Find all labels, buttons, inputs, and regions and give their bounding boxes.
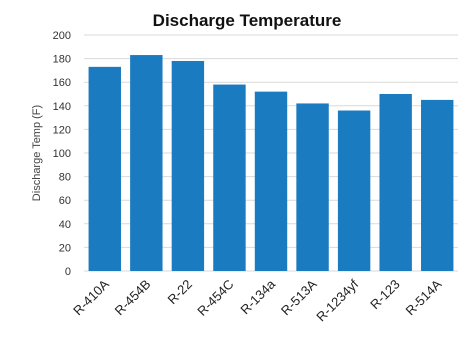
y-axis-label: Discharge Temp (F) — [31, 105, 43, 201]
y-tick-label: 0 — [65, 266, 71, 278]
y-tick-label: 140 — [53, 101, 71, 113]
y-tick-label: 40 — [59, 219, 71, 231]
bar-r-454b — [130, 55, 162, 271]
x-tick-label: R-410A — [70, 276, 112, 318]
x-tick-label: R-1234yf — [313, 276, 361, 324]
x-tick-label: R-514A — [403, 276, 445, 318]
bar-r-513a — [296, 103, 328, 271]
x-tick-label: R-513A — [278, 276, 320, 318]
y-tick-labels: 0 20 40 60 80 100 120 140 160 180 200 — [53, 30, 71, 278]
x-tick-label: R-454C — [194, 277, 236, 319]
bar-r-22 — [172, 61, 204, 271]
x-tick-label: R-22 — [164, 277, 195, 308]
y-tick-label: 160 — [53, 77, 71, 89]
bar-r-123 — [379, 94, 411, 271]
bar-r-1234yf — [338, 111, 370, 271]
bars — [89, 55, 454, 271]
bar-r-134a — [255, 92, 287, 271]
x-tick-label: R-454B — [112, 277, 154, 319]
x-tick-label: R-123 — [367, 277, 403, 313]
y-tick-label: 200 — [53, 30, 71, 42]
y-tick-label: 180 — [53, 54, 71, 66]
y-tick-label: 80 — [59, 172, 71, 184]
x-tick-labels: R-410A R-454B R-22 R-454C R-134a R-513AR-1234… — [70, 276, 444, 324]
bar-r-454c — [213, 85, 245, 271]
x-tick-label: R-134a — [237, 276, 278, 317]
y-tick-label: 100 — [53, 148, 71, 160]
y-tick-label: 20 — [59, 242, 71, 254]
y-tick-label: 60 — [59, 195, 71, 207]
bar-r-410a — [89, 67, 121, 271]
chart-title: Discharge Temperature — [153, 11, 342, 30]
y-tick-label: 120 — [53, 124, 71, 136]
bar-r-514a — [421, 100, 453, 271]
